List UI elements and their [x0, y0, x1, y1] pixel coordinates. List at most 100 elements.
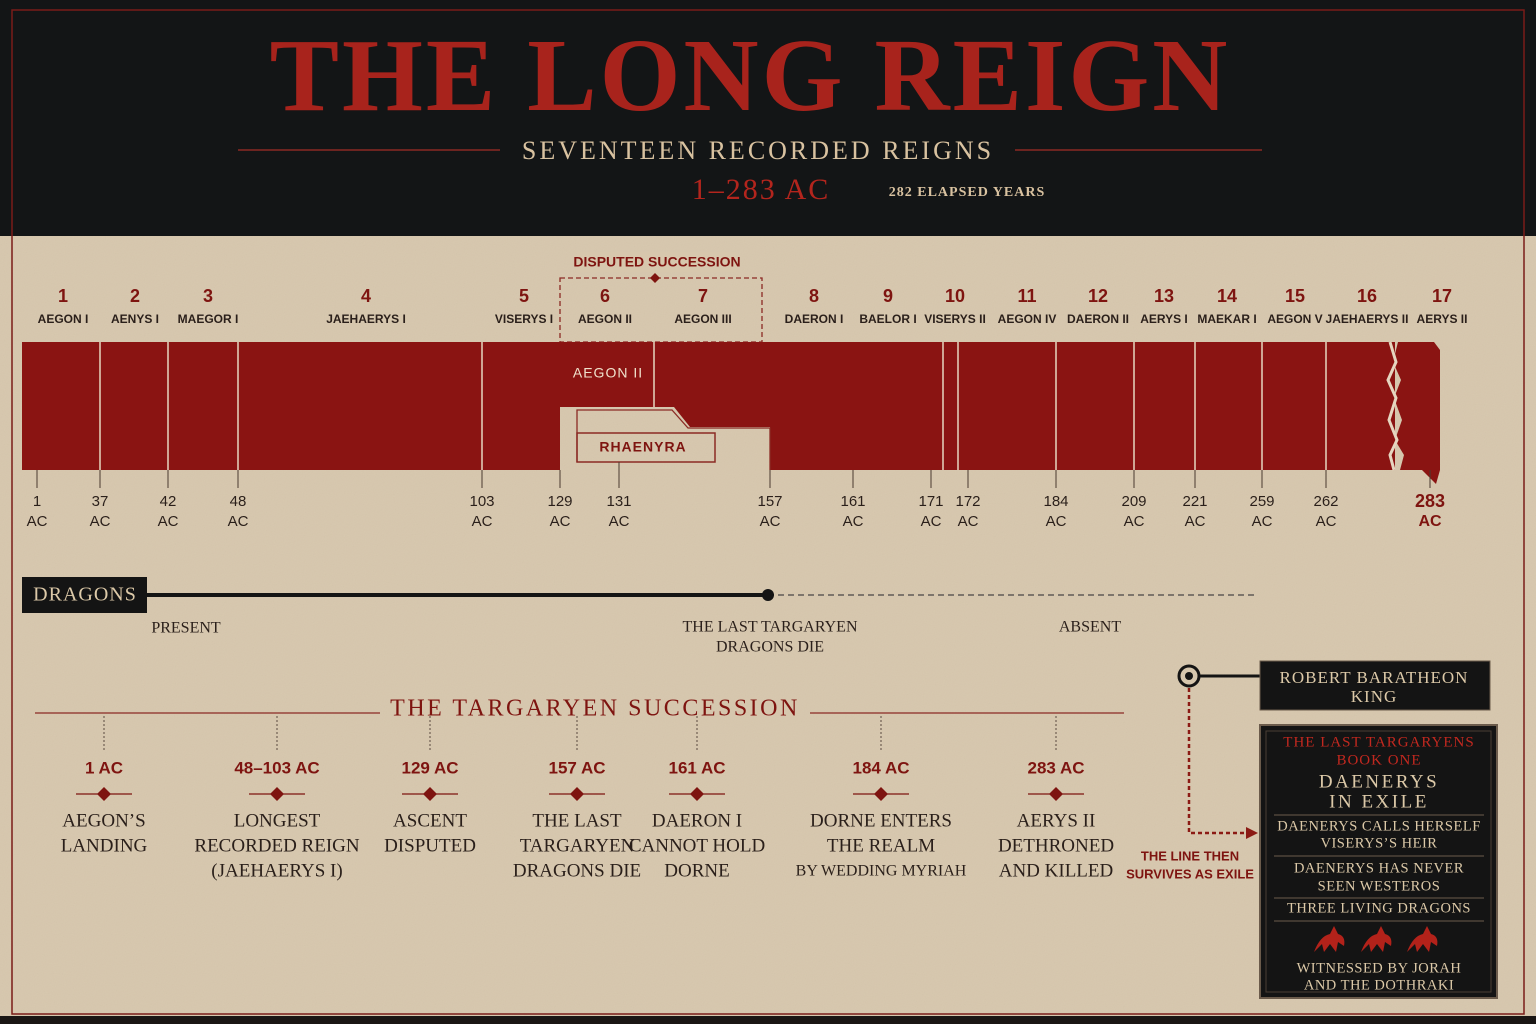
panel-footer: AND THE DOTHRAKI — [1304, 977, 1454, 993]
reign-name: DAERON I — [785, 312, 844, 326]
range: 1–283 AC — [692, 173, 831, 206]
tick-unit: AC — [27, 513, 48, 530]
event-date: 1 AC — [85, 758, 123, 777]
panel-heading: BOOK ONE — [1336, 752, 1421, 768]
reign-number: 7 — [698, 286, 708, 306]
tick-label: 209 — [1121, 493, 1146, 510]
event-line: (JAEHAERYS I) — [211, 860, 342, 881]
reign-name: AEGON II — [578, 312, 632, 326]
event-line: AND KILLED — [999, 860, 1114, 881]
rhaenyra-outline — [576, 409, 771, 470]
reign-name: JAEHAERYS II — [1326, 312, 1409, 326]
reign-number: 4 — [361, 286, 371, 306]
reign-name: AEGON IV — [998, 312, 1057, 326]
subtitle: SEVENTEEN RECORDED REIGNS — [522, 136, 994, 165]
reign-name: MAEGOR I — [178, 312, 239, 326]
reign-number: 1 — [58, 286, 68, 306]
event-line: DRAGONS DIE — [513, 860, 641, 881]
disputed-diamond — [650, 273, 660, 283]
event-line: DORNE — [664, 860, 729, 881]
event-line: DISPUTED — [384, 835, 476, 856]
reign-bar — [22, 342, 560, 470]
event-diamond — [570, 787, 584, 801]
rhaenyra-box — [576, 432, 716, 463]
disputed-box — [559, 277, 763, 343]
aegon-label: AEGON II — [573, 365, 643, 381]
reign-number: 14 — [1217, 286, 1237, 306]
event-line: AEGON’S — [62, 810, 145, 831]
tick-unit: AC — [1316, 513, 1337, 530]
absent-label: ABSENT — [1059, 619, 1121, 636]
exile-note: SURVIVES AS EXILE — [1126, 866, 1254, 881]
reign-number: 9 — [883, 286, 893, 306]
disputed-label-bg — [578, 252, 736, 272]
tick-unit: AC — [1418, 513, 1442, 530]
tick-label: 103 — [469, 493, 494, 510]
event-line: RECORDED REIGN — [194, 835, 359, 856]
dragons-box — [22, 577, 147, 613]
panel-fact: DAENERYS CALLS HERSELF — [1277, 818, 1481, 834]
reign-name: AERYS I — [1140, 312, 1188, 326]
event-date: 129 AC — [401, 758, 458, 777]
dragons-label: DRAGONS — [33, 584, 137, 606]
tick-label: 1 — [33, 493, 41, 510]
tick-unit: AC — [1252, 513, 1273, 530]
panel-fact: DAENERYS HAS NEVER — [1294, 860, 1464, 876]
tick-label: 48 — [230, 493, 247, 510]
dragon-icon — [1361, 926, 1392, 952]
panel-heading: THE LAST TARGARYENS — [1283, 734, 1474, 750]
reign-bar — [770, 342, 1395, 470]
tick-label: 171 — [918, 493, 943, 510]
event-date: 184 AC — [852, 758, 909, 777]
tick-label: 37 — [92, 493, 109, 510]
reign-bar-end — [1393, 342, 1440, 484]
tick-label: 157 — [757, 493, 782, 510]
tick-label: 221 — [1182, 493, 1207, 510]
reign-name: AEGON V — [1267, 312, 1322, 326]
book-panel — [1259, 724, 1498, 999]
tick-unit: AC — [90, 513, 111, 530]
robert-box — [1259, 660, 1491, 711]
event-line: THE REALM — [827, 835, 935, 856]
frame — [11, 9, 1525, 1015]
tick-label: 131 — [606, 493, 631, 510]
event-line: BY WEDDING MYRIAH — [796, 863, 967, 880]
event-line: DETHRONED — [998, 835, 1114, 856]
reign-bar-tear — [1386, 341, 1399, 471]
tick-label: 42 — [160, 493, 177, 510]
panel-fact: THREE LIVING DRAGONS — [1287, 900, 1471, 916]
reign-name: VISERYS II — [924, 312, 986, 326]
reign-number: 17 — [1432, 286, 1452, 306]
reign-name: VISERYS I — [495, 312, 553, 326]
reign-name: DAERON II — [1067, 312, 1129, 326]
panel-fact: SEEN WESTEROS — [1318, 878, 1441, 894]
tick-unit: AC — [1124, 513, 1145, 530]
robert-node-core — [1185, 672, 1193, 680]
event-line: TARGARYEN — [520, 835, 635, 856]
panel-footer: WITNESSED BY JORAH — [1297, 960, 1462, 976]
reign-number: 12 — [1088, 286, 1108, 306]
tick-unit: AC — [609, 513, 630, 530]
panel-fact: VISERYS’S HEIR — [1321, 835, 1438, 851]
tick-unit: AC — [921, 513, 942, 530]
event-date: 157 AC — [548, 758, 605, 777]
present-label: PRESENT — [151, 620, 221, 637]
dragon-event: DRAGONS DIE — [716, 639, 824, 656]
exile-arrow-line — [1187, 688, 1248, 835]
disputed-label: DISPUTED SUCCESSION — [573, 254, 740, 270]
reign-number: 13 — [1154, 286, 1174, 306]
reign-name: AERYS II — [1417, 312, 1468, 326]
dragon-event: THE LAST TARGARYEN — [682, 619, 857, 636]
dragon-icon — [1314, 926, 1345, 952]
reign-name: AEGON III — [674, 312, 731, 326]
tick-unit: AC — [958, 513, 979, 530]
event-date: 283 AC — [1027, 758, 1084, 777]
event-line: DORNE ENTERS — [810, 810, 952, 831]
event-diamond — [874, 787, 888, 801]
reign-number: 2 — [130, 286, 140, 306]
disputed-bar — [560, 342, 770, 427]
panel-title: DAENERYS — [1319, 771, 1439, 792]
robert-line: KING — [1351, 687, 1398, 706]
reign-number: 3 — [203, 286, 213, 306]
